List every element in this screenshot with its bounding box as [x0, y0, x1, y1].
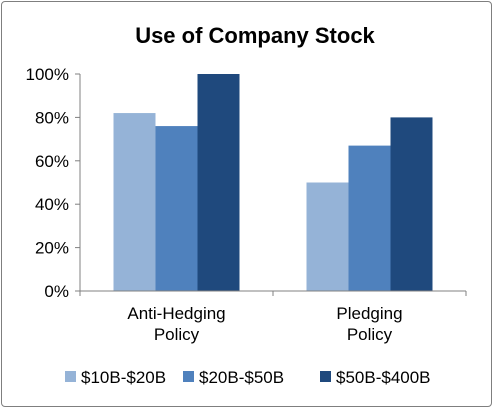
- bar-1-0: [306, 182, 349, 291]
- legend: $10B-$20B $20B-$50B $50B-$400B: [65, 368, 431, 387]
- category-label: Anti-Hedging Policy: [127, 304, 225, 344]
- legend-swatch: [320, 371, 331, 382]
- bar-1-2: [390, 117, 433, 292]
- y-tick-label: 100%: [26, 65, 69, 84]
- legend-swatch: [183, 371, 194, 382]
- bars-layer: [113, 74, 433, 292]
- legend-item: $10B-$20B: [65, 368, 166, 387]
- chart-title: Use of Company Stock: [135, 23, 375, 48]
- legend-label: $10B-$20B: [81, 368, 166, 387]
- y-tick-label: 80%: [35, 108, 69, 127]
- bar-1-1: [348, 145, 391, 291]
- legend-item: $20B-$50B: [183, 368, 284, 387]
- category-label: Pledging Policy: [336, 304, 402, 344]
- bar-0-1: [155, 126, 198, 291]
- y-tick-label: 0%: [44, 282, 69, 301]
- y-ticks-layer: 0% 20% 40% 60% 80% 100%: [26, 65, 80, 301]
- y-tick-label: 20%: [35, 239, 69, 258]
- bar-0-2: [197, 74, 240, 291]
- category-labels-layer: Anti-Hedging Policy Pledging Policy: [127, 304, 402, 344]
- x-ticks-layer: [79, 291, 467, 296]
- y-tick-label: 40%: [35, 195, 69, 214]
- bar-0-0: [113, 113, 156, 291]
- legend-swatch: [65, 371, 76, 382]
- legend-item: $50B-$400B: [320, 368, 431, 387]
- legend-label: $20B-$50B: [199, 368, 284, 387]
- legend-label: $50B-$400B: [336, 368, 431, 387]
- y-tick-label: 60%: [35, 152, 69, 171]
